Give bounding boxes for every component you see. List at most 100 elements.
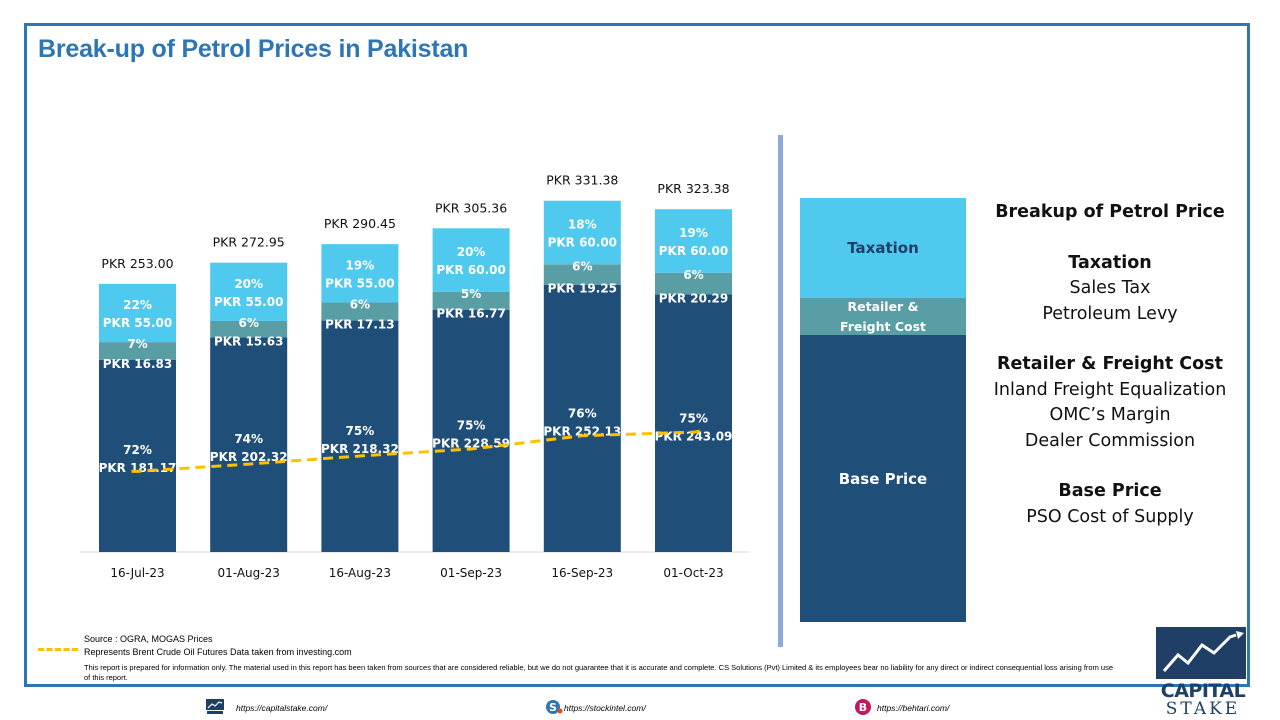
bar-base-price (210, 337, 288, 552)
disclaimer: This report is prepared for information … (84, 663, 1113, 682)
taxation-value-label: PKR 55.00 (325, 276, 394, 290)
legend-taxation-label: Taxation (847, 239, 919, 257)
retailer-percent-label: 7% (127, 337, 147, 351)
x-tick-label: 01-Oct-23 (663, 566, 723, 580)
base-percent-label: 75% (457, 419, 486, 433)
retailer-item: Dealer Commission (1024, 430, 1196, 451)
explanation-heading: Breakup of Petrol Price (995, 202, 1225, 222)
bar-retailer-freight (655, 272, 732, 295)
retailer-value-label: PKR 16.77 (436, 307, 505, 321)
x-tick-label: 16-Aug-23 (329, 566, 391, 580)
capitalstake-icon (206, 699, 224, 714)
bar-total-label: PKR 331.38 (546, 173, 618, 188)
bar-base-price (99, 359, 176, 552)
legend-segment-base: Base Price (800, 335, 966, 622)
page-title: Break-up of Petrol Prices in Pakistan (38, 35, 469, 63)
legend-segment-retailer: Retailer & Freight Cost (800, 298, 966, 335)
x-tick-label: 16-Jul-23 (110, 566, 164, 580)
logo-text-stake: STAKE (1165, 699, 1241, 719)
base-heading: Base Price (1058, 481, 1162, 501)
bar-retailer-freight (99, 342, 176, 360)
brent-legend-line (38, 648, 78, 651)
section-divider (778, 135, 783, 647)
retailer-percent-label: 6% (683, 268, 703, 282)
bar-total-label: PKR 290.45 (324, 216, 396, 231)
source-note: Source : OGRA, MOGAS Prices (84, 634, 213, 644)
retailer-value-label: PKR 15.63 (214, 335, 283, 349)
taxation-percent-label: 20% (234, 277, 263, 291)
bar-total-label: PKR 253.00 (101, 256, 173, 271)
taxation-item: Sales Tax (1069, 278, 1151, 298)
bar-retailer-freight (432, 291, 510, 310)
retailer-percent-label: 6% (572, 259, 592, 273)
taxation-value-label: PKR 55.00 (214, 295, 283, 309)
svg-text:S: S (549, 701, 557, 714)
taxation-percent-label: 18% (568, 218, 597, 232)
base-percent-label: 72% (123, 443, 152, 457)
capital-stake-logo: CAPITAL STAKE (1156, 627, 1250, 719)
taxation-value-label: PKR 60.00 (548, 236, 617, 250)
taxation-value-label: PKR 60.00 (659, 244, 728, 258)
taxation-value-label: PKR 60.00 (436, 263, 505, 277)
retailer-percent-label: 6% (350, 297, 370, 311)
base-percent-label: 76% (568, 407, 597, 421)
bar-taxation (210, 262, 288, 321)
stockintel-icon: S (546, 700, 563, 714)
link-stockintel[interactable]: https://stockintel.com/ (564, 703, 646, 713)
logo-chart-icon (1156, 627, 1246, 679)
base-percent-label: 75% (346, 424, 375, 438)
retailer-heading: Retailer & Freight Cost (997, 354, 1223, 374)
base-value-label: PKR 202.32 (210, 450, 288, 464)
retailer-value-label: PKR 17.13 (325, 318, 394, 332)
base-item: PSO Cost of Supply (1026, 506, 1194, 527)
bar-taxation (543, 200, 621, 265)
bar-base-price (543, 284, 621, 552)
retailer-value-label: PKR 19.25 (548, 282, 617, 296)
taxation-value-label: PKR 55.00 (103, 316, 172, 330)
svg-text:B: B (859, 701, 867, 714)
logo-text-capital: CAPITAL (1160, 680, 1246, 702)
brent-crude-line (131, 428, 706, 473)
base-value-label: PKR 218.32 (321, 442, 399, 456)
taxation-percent-label: 22% (123, 298, 152, 312)
taxation-percent-label: 19% (679, 226, 708, 240)
legend-base-label: Base Price (838, 469, 928, 488)
x-tick-label: 16-Sep-23 (551, 566, 613, 580)
base-percent-label: 75% (679, 411, 708, 425)
taxation-heading: Taxation (1068, 252, 1152, 273)
bar-total-label: PKR 323.38 (657, 181, 729, 196)
bar-taxation (321, 244, 399, 303)
bar-total-label: PKR 272.95 (213, 235, 285, 250)
legend-segment-taxation: Taxation (800, 198, 966, 298)
bar-total-label: PKR 305.36 (435, 200, 507, 215)
link-capitalstake[interactable]: https://capitalstake.com/ (236, 703, 328, 713)
link-behtari[interactable]: https://behtari.com/ (877, 703, 950, 713)
bar-retailer-freight (321, 302, 399, 321)
breakup-legend-bar: Taxation Retailer & Freight Cost Base Pri… (800, 198, 966, 622)
taxation-item: Petroleum Levy (1042, 303, 1178, 324)
brent-legend-text: Represents Brent Crude Oil Futures Data … (84, 647, 352, 657)
retailer-value-label: PKR 20.29 (659, 291, 728, 305)
retailer-percent-label: 6% (239, 316, 259, 330)
bar-base-price (321, 320, 399, 552)
retailer-item: OMC’s Margin (1049, 405, 1171, 425)
taxation-percent-label: 19% (346, 258, 375, 272)
slide-frame (24, 23, 1250, 687)
bar-retailer-freight (543, 264, 621, 285)
legend-retailer-label: Retailer & Freight Cost (840, 297, 926, 337)
taxation-percent-label: 20% (457, 245, 486, 259)
bar-base-price (655, 294, 732, 552)
retailer-item: Inland Freight Equalization (993, 379, 1227, 400)
base-percent-label: 74% (234, 432, 263, 446)
bar-taxation (99, 283, 176, 343)
x-tick-label: 01-Aug-23 (218, 566, 280, 580)
retailer-value-label: PKR 16.83 (103, 357, 172, 371)
bar-base-price (432, 309, 510, 552)
breakup-explanation: Breakup of Petrol Price Taxation Sales T… (980, 200, 1240, 530)
legend-retailer-line2: Freight Cost (839, 318, 927, 334)
behtari-icon: B (855, 699, 871, 715)
bar-taxation (432, 228, 510, 292)
x-tick-label: 01-Sep-23 (440, 566, 502, 580)
legend-retailer-line1: Retailer & (847, 298, 919, 314)
bar-retailer-freight (210, 320, 288, 338)
